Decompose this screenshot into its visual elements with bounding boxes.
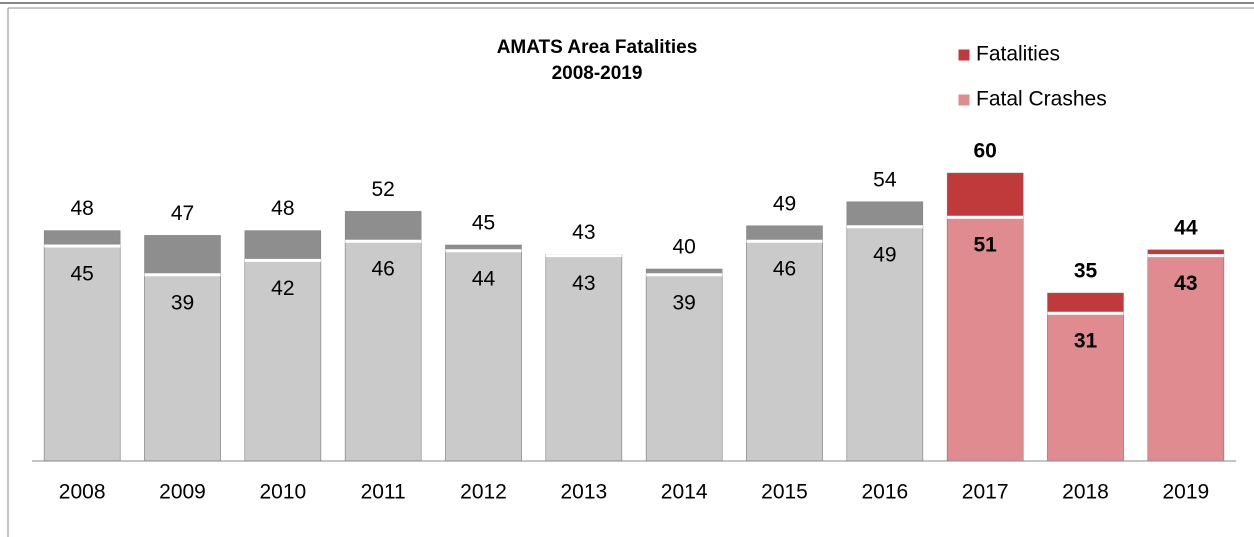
- data-label: 49: [773, 192, 796, 215]
- data-label: 40: [672, 236, 695, 259]
- x-tick-label: 2012: [460, 481, 507, 504]
- x-tick-label: 2017: [962, 481, 1009, 504]
- data-label: 46: [773, 258, 796, 281]
- data-label: 44: [472, 267, 496, 290]
- data-label: 52: [371, 178, 394, 201]
- data-label: 49: [873, 243, 896, 266]
- data-label: 43: [1174, 272, 1197, 295]
- data-label: 31: [1074, 330, 1098, 353]
- legend-label: Fatal Crashes: [976, 88, 1107, 111]
- data-label: 47: [171, 202, 194, 225]
- legend-swatch: [957, 48, 971, 62]
- x-tick-label: 2008: [59, 481, 106, 504]
- data-label: 45: [70, 263, 93, 286]
- x-tick-label: 2016: [861, 481, 908, 504]
- data-label: 46: [371, 258, 394, 281]
- x-tick-label: 2013: [560, 481, 607, 504]
- data-label: 39: [171, 291, 194, 314]
- data-label: 43: [572, 272, 595, 295]
- bar: [1047, 311, 1124, 462]
- bar: [344, 239, 422, 462]
- bar: [645, 273, 723, 462]
- data-label: 48: [271, 197, 294, 220]
- data-label: 51: [973, 234, 997, 257]
- x-tick-label: 2019: [1162, 481, 1209, 504]
- data-label: 44: [1174, 216, 1198, 239]
- data-label: 54: [873, 168, 897, 191]
- data-label: 35: [1074, 260, 1098, 283]
- data-label: 42: [271, 277, 294, 300]
- bar: [946, 215, 1024, 462]
- x-tick-label: 2018: [1062, 481, 1109, 504]
- x-tick-label: 2010: [259, 481, 306, 504]
- chart-title: AMATS Area Fatalities: [497, 37, 698, 58]
- data-label: 39: [672, 291, 695, 314]
- legend-swatch: [957, 93, 971, 107]
- x-tick-label: 2009: [159, 481, 206, 504]
- bar: [545, 254, 623, 462]
- chart-subtitle: 2008-2019: [552, 63, 643, 84]
- bar: [1147, 254, 1225, 462]
- data-label: 48: [70, 197, 93, 220]
- bar: [144, 273, 221, 462]
- x-tick-label: 2015: [761, 481, 808, 504]
- x-tick-label: 2011: [361, 481, 406, 504]
- bar: [445, 249, 522, 462]
- data-label: 60: [973, 140, 996, 163]
- data-label: 43: [572, 221, 595, 244]
- bar: [846, 225, 924, 462]
- x-tick-label: 2014: [661, 481, 708, 504]
- bar: [746, 239, 823, 462]
- bar: [244, 259, 322, 462]
- legend-label: Fatalities: [976, 43, 1060, 66]
- data-label: 45: [472, 212, 495, 235]
